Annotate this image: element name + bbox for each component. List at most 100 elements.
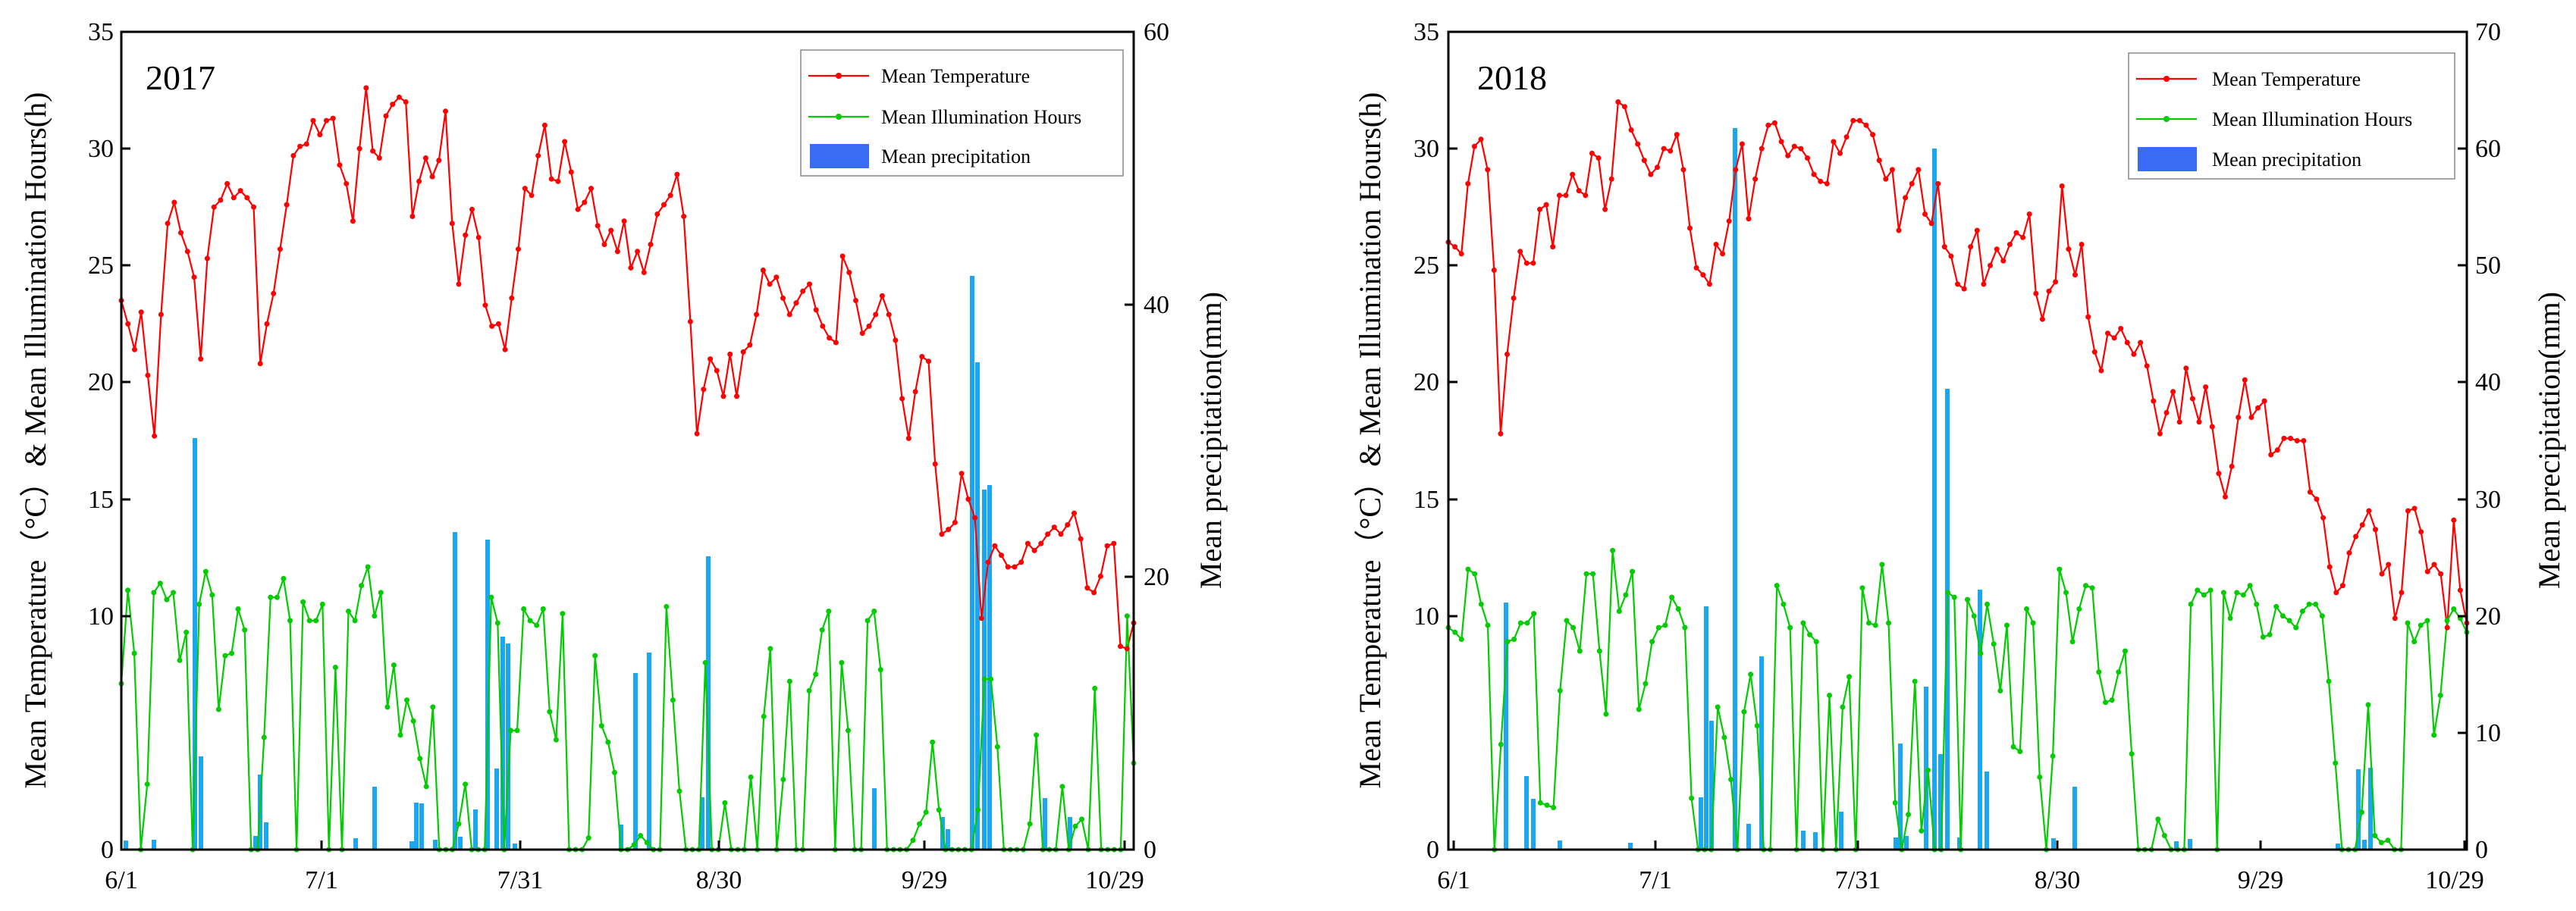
illumination-point (2313, 601, 2319, 607)
illumination-point (300, 599, 306, 605)
right-tick-label: 0 (1144, 836, 1156, 864)
temperature-point (588, 186, 594, 192)
temperature-point (912, 389, 918, 395)
temperature-point (555, 178, 561, 184)
temperature-point (482, 302, 488, 308)
temperature-point (582, 199, 588, 205)
illumination-point (988, 676, 994, 682)
temperature-point (535, 152, 541, 158)
left-tick-label: 35 (88, 18, 114, 46)
temperature-point (701, 387, 707, 393)
temperature-point (1563, 193, 1569, 199)
illumination-point (786, 678, 792, 684)
precip-bar (700, 797, 704, 850)
x-tick-label: 9/29 (2238, 866, 2283, 894)
temperature-point (1097, 573, 1103, 579)
temperature-point (2105, 330, 2110, 337)
legend-illumination-label: Mean Illumination Hours (881, 106, 1081, 128)
temperature-point (1713, 242, 1719, 247)
illumination-point (534, 622, 540, 628)
temperature-point (2013, 230, 2019, 236)
temperature-point (2314, 496, 2320, 502)
illumination-point (813, 672, 819, 678)
temperature-point (813, 307, 819, 313)
temperature-point (224, 180, 231, 186)
temperature-point (1031, 547, 1037, 553)
precip-bar (494, 769, 499, 850)
temperature-point (1498, 430, 1504, 437)
temperature-point (2294, 438, 2300, 443)
temperature-point (2183, 365, 2189, 371)
precipitation-bars-2017 (124, 276, 1072, 850)
temperature-point (2163, 410, 2170, 415)
precip-bar (453, 532, 457, 850)
legend-temperature-marker (836, 73, 842, 79)
precip-bar (409, 841, 414, 850)
temperature-point (522, 186, 528, 192)
temperature-point (1870, 132, 1876, 138)
temperature-point (1072, 510, 1077, 516)
left-y-axis-2017: 0 10 15 20 25 30 35 (88, 18, 130, 864)
precip-bar (872, 788, 877, 850)
illumination-point (761, 713, 767, 719)
temperature-point (1576, 188, 1582, 194)
temperature-point (1038, 540, 1044, 546)
temperature-point (1641, 158, 1647, 164)
temperature-point (2046, 288, 2052, 294)
illumination-point (767, 646, 773, 652)
temperature-point (1974, 227, 1980, 233)
temperature-point (2444, 625, 2450, 631)
precip-bar (1628, 843, 1633, 850)
temperature-point (138, 309, 144, 315)
illumination-point (397, 732, 403, 738)
precip-bar (975, 362, 980, 850)
left-tick-label: 30 (88, 135, 114, 163)
illumination-point (131, 650, 137, 656)
illumination-point (222, 653, 228, 659)
temperature-point (740, 349, 746, 355)
temperature-point (290, 152, 297, 158)
temperature-point (317, 132, 323, 138)
temperature-point (2281, 435, 2287, 441)
temperature-point (661, 202, 667, 208)
illumination-point (177, 657, 183, 663)
illumination-line-2018 (1448, 550, 2468, 851)
left-tick-label: 10 (1414, 603, 1439, 631)
precip-bar (619, 825, 623, 850)
illumination-point (1059, 784, 1065, 790)
temperature-point (1583, 193, 1589, 199)
temperature-point (2033, 290, 2039, 296)
temperature-point (324, 117, 329, 124)
illumination-point (1965, 596, 1970, 603)
illumination-point (1596, 648, 1602, 654)
temperature-point (125, 321, 131, 327)
temperature-point (1903, 195, 1909, 201)
temperature-point (833, 340, 839, 346)
illumination-point (209, 592, 215, 598)
illumination-point (144, 781, 150, 787)
temperature-point (893, 337, 899, 343)
illumination-point (391, 662, 397, 668)
temperature-point (191, 274, 197, 280)
legend-precipitation-label: Mean precipitation (2212, 149, 2361, 171)
illumination-point (1846, 674, 1852, 680)
temperature-point (2053, 279, 2059, 285)
temperature-point (1111, 540, 1117, 546)
illumination-point (151, 590, 157, 596)
illumination-point (644, 840, 650, 846)
temperature-point (2151, 398, 2157, 404)
illumination-point (332, 665, 338, 670)
illumination-point (215, 706, 221, 712)
precip-bar (2336, 844, 2340, 850)
temperature-point (2020, 234, 2026, 240)
legend-temperature-label: Mean Temperature (881, 65, 1030, 87)
temperature-point (463, 232, 469, 238)
illumination-point (1682, 625, 1688, 631)
temperature-point (1850, 117, 1856, 124)
precip-bar (193, 438, 197, 850)
illumination-point (359, 583, 365, 589)
illumination-point (1985, 601, 1990, 607)
temperature-point (1065, 522, 1071, 528)
illumination-point (2273, 603, 2279, 609)
